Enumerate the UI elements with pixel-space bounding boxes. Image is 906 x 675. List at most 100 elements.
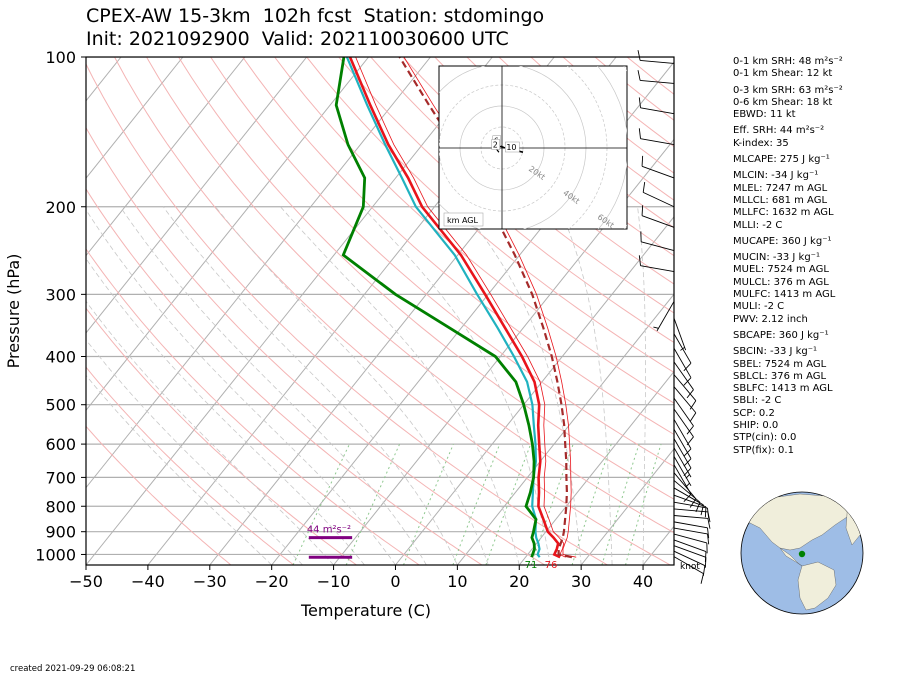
parameter-line: SBEL: 7524 m AGL bbox=[733, 358, 827, 370]
wind-barb bbox=[673, 361, 694, 399]
hodograph-height-label: 2 bbox=[493, 140, 498, 149]
parameter-line: SBLFC: 1413 m AGL bbox=[733, 383, 833, 395]
moist-adiabat-line bbox=[86, 339, 303, 565]
dry-adiabat-line bbox=[86, 425, 232, 565]
mixing-ratio-line bbox=[601, 443, 640, 565]
wind-barb bbox=[641, 205, 675, 228]
wind-barb bbox=[673, 419, 692, 457]
parameter-line: Eff. SRH: 44 m²s⁻² bbox=[733, 125, 825, 137]
dry-adiabat-line bbox=[402, 57, 674, 285]
y-tick-label: 700 bbox=[45, 468, 76, 487]
parameter-line: MLLFC: 1632 m AGL bbox=[733, 207, 834, 219]
parameter-line: MLLI: -2 C bbox=[733, 219, 783, 231]
isotherm-line bbox=[86, 57, 246, 257]
wind-barb bbox=[642, 181, 675, 208]
x-tick-label: 30 bbox=[571, 572, 591, 591]
x-tick-label: −30 bbox=[193, 572, 227, 591]
isotherm-line bbox=[456, 293, 674, 565]
hodograph-ring-label: 80kt bbox=[630, 236, 650, 254]
station-marker bbox=[798, 550, 806, 558]
moist-adiabat-line bbox=[361, 206, 551, 565]
wind-barb bbox=[640, 231, 675, 252]
surface-temperature-label: 76 bbox=[545, 560, 558, 571]
x-tick-label: 40 bbox=[633, 572, 653, 591]
plot-frame bbox=[85, 56, 675, 566]
moist-adiabat-line bbox=[558, 206, 613, 565]
y-tick-label: 600 bbox=[45, 435, 76, 454]
wind-barb bbox=[673, 472, 697, 508]
parameter-line: MULFC: 1413 m AGL bbox=[733, 289, 836, 301]
moist-adiabat-line bbox=[215, 206, 489, 565]
moist-adiabat-line bbox=[86, 257, 365, 565]
parameter-line: 0-6 km Shear: 18 kt bbox=[733, 96, 833, 108]
wind-barb bbox=[673, 521, 710, 539]
parameter-line: SBLCL: 376 m AGL bbox=[733, 370, 827, 382]
wind-barb bbox=[673, 464, 692, 503]
parameter-line: 0-1 km Shear: 12 kt bbox=[733, 68, 833, 80]
parameter-line: STP(fix): 0.1 bbox=[733, 444, 794, 456]
wind-barb bbox=[673, 515, 711, 529]
parameter-line: K-index: 35 bbox=[733, 137, 789, 149]
created-timestamp: created 2021-09-29 06:08:21 bbox=[10, 664, 136, 674]
dry-adiabat-line bbox=[146, 57, 674, 534]
dry-adiabat-line bbox=[86, 307, 357, 565]
isotherm-line bbox=[86, 57, 308, 334]
dry-adiabat-line bbox=[370, 57, 674, 314]
mixing-ratio-line bbox=[452, 443, 501, 565]
parameter-line: SBLI: -2 C bbox=[733, 395, 782, 407]
wind-barb bbox=[673, 533, 708, 554]
surface-dewpoint-label: 71 bbox=[525, 560, 538, 571]
x-tick-label: 20 bbox=[509, 572, 529, 591]
wind-barb bbox=[673, 447, 692, 479]
moist-adiabat-line bbox=[673, 555, 674, 565]
y-tick-label: 400 bbox=[45, 348, 76, 367]
wind-barb bbox=[637, 70, 675, 84]
parameter-line: MLCIN: -34 J kg⁻¹ bbox=[733, 170, 819, 182]
mixing-ratio-line bbox=[625, 443, 662, 565]
parameter-line: MULCL: 376 m AGL bbox=[733, 276, 829, 288]
parcel-profile bbox=[398, 57, 573, 559]
wetbulb-profile bbox=[345, 57, 541, 558]
parameter-line: EBWD: 11 kt bbox=[733, 109, 796, 121]
hodograph-legend-box bbox=[443, 212, 484, 227]
wind-barb bbox=[673, 386, 697, 422]
wind-barb bbox=[673, 494, 707, 518]
y-tick-label: 200 bbox=[45, 198, 76, 217]
parameter-line: SBCAPE: 360 J kg⁻¹ bbox=[733, 329, 829, 341]
mixing-ratio-line bbox=[345, 443, 401, 565]
x-tick-label: −20 bbox=[255, 572, 289, 591]
wind-barb bbox=[673, 456, 692, 488]
srh-bar-label: 44 m²s⁻² bbox=[307, 525, 351, 536]
moist-adiabat-line bbox=[86, 209, 396, 565]
wind-barb bbox=[673, 501, 710, 519]
wind-barb bbox=[673, 397, 694, 435]
y-axis-label: Pressure (hPa) bbox=[4, 254, 23, 369]
parameter-line: MLEL: 7247 m AGL bbox=[733, 182, 828, 194]
dry-adiabat-line bbox=[86, 126, 546, 565]
moist-adiabat-line bbox=[460, 206, 582, 565]
chart-subtitle: Init: 2021092900 Valid: 202110030600 UTC bbox=[86, 28, 509, 50]
y-tick-label: 800 bbox=[45, 497, 76, 516]
dry-adiabat-line bbox=[338, 57, 674, 344]
x-tick-label: 10 bbox=[447, 572, 467, 591]
y-tick-label: 100 bbox=[45, 48, 76, 67]
dry-adiabat-line bbox=[86, 366, 295, 565]
virtual-temperature-line bbox=[355, 57, 566, 558]
parameter-line: MUCAPE: 360 J kg⁻¹ bbox=[733, 235, 832, 247]
parameter-line: PWV: 2.12 inch bbox=[733, 313, 808, 325]
hodograph: 20kt40kt60kt80kt6210 bbox=[439, 66, 650, 254]
x-tick-label: −10 bbox=[317, 572, 351, 591]
x-tick-label: −50 bbox=[69, 572, 103, 591]
parameter-line: MLCAPE: 275 J kg⁻¹ bbox=[733, 154, 830, 166]
y-tick-label: 1000 bbox=[35, 545, 76, 564]
wind-barb bbox=[673, 550, 706, 576]
y-tick-label: 300 bbox=[45, 285, 76, 304]
chart-title: CPEX-AW 15-3km 102h fcst Station: stdomi… bbox=[86, 5, 545, 27]
parameter-line: 0-3 km SRH: 63 m²s⁻² bbox=[733, 84, 843, 96]
parameter-line: STP(cin): 0.0 bbox=[733, 432, 797, 444]
wind-barb bbox=[638, 128, 675, 146]
dry-adiabat-line bbox=[114, 57, 671, 565]
parameter-line: 0-1 km SRH: 48 m²s⁻² bbox=[733, 56, 843, 67]
parameter-line: MLLCL: 681 m AGL bbox=[733, 194, 828, 206]
